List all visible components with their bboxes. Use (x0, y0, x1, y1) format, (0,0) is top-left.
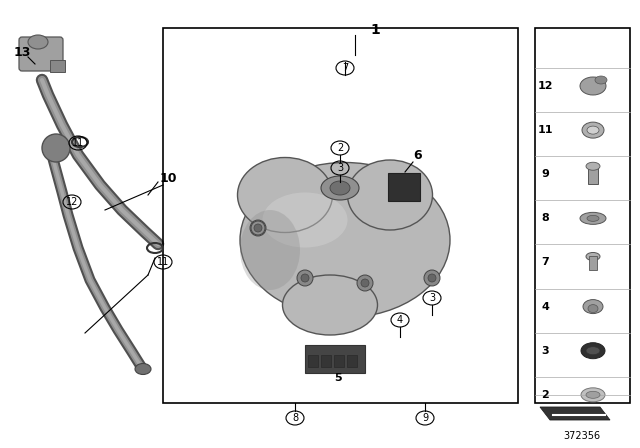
Ellipse shape (330, 181, 350, 195)
Text: 9: 9 (422, 413, 428, 423)
Text: 12: 12 (537, 81, 553, 91)
Ellipse shape (581, 343, 605, 359)
Bar (588, 164, 598, 184)
Bar (50, 60, 65, 72)
Circle shape (361, 279, 369, 287)
Ellipse shape (582, 122, 604, 138)
Circle shape (250, 220, 266, 236)
Bar (388, 173, 420, 201)
Ellipse shape (580, 212, 606, 224)
Ellipse shape (240, 210, 300, 290)
Ellipse shape (587, 215, 599, 221)
Text: 8: 8 (541, 213, 549, 224)
Text: 8: 8 (292, 413, 298, 423)
Ellipse shape (240, 163, 450, 318)
Text: 6: 6 (413, 148, 422, 161)
Ellipse shape (587, 126, 599, 134)
Circle shape (428, 274, 436, 282)
Ellipse shape (580, 77, 606, 95)
Ellipse shape (321, 176, 359, 200)
Ellipse shape (135, 363, 151, 375)
Ellipse shape (581, 388, 605, 402)
Text: 5: 5 (334, 373, 342, 383)
Text: 9: 9 (541, 169, 549, 179)
FancyBboxPatch shape (19, 37, 63, 71)
Circle shape (297, 270, 313, 286)
Text: 2: 2 (541, 390, 549, 400)
Text: 4: 4 (541, 302, 549, 312)
Ellipse shape (588, 305, 598, 313)
Ellipse shape (595, 76, 607, 84)
Circle shape (301, 274, 309, 282)
Polygon shape (540, 407, 610, 420)
Text: 3: 3 (429, 293, 435, 303)
Text: 10: 10 (159, 172, 177, 185)
Text: 1: 1 (370, 23, 380, 37)
Text: 11: 11 (72, 138, 84, 148)
Bar (305, 345, 365, 373)
Ellipse shape (348, 160, 433, 230)
Bar (535, 28, 630, 403)
Circle shape (254, 224, 262, 232)
Text: 11: 11 (537, 125, 553, 135)
Ellipse shape (583, 300, 603, 314)
Text: 7: 7 (342, 63, 348, 73)
Ellipse shape (586, 253, 600, 260)
Bar (589, 256, 597, 271)
Text: 4: 4 (397, 315, 403, 325)
Bar (308, 355, 318, 367)
Text: 13: 13 (13, 46, 31, 59)
Ellipse shape (237, 158, 333, 233)
Circle shape (424, 270, 440, 286)
Circle shape (357, 275, 373, 291)
Ellipse shape (586, 162, 600, 170)
Ellipse shape (282, 275, 378, 335)
Ellipse shape (586, 391, 600, 398)
Circle shape (251, 221, 265, 235)
Ellipse shape (28, 35, 48, 49)
Bar (334, 355, 344, 367)
Circle shape (42, 134, 70, 162)
Bar (347, 355, 357, 367)
Ellipse shape (586, 347, 600, 355)
Bar (163, 28, 518, 403)
Bar (321, 355, 331, 367)
Text: 372356: 372356 (563, 431, 600, 441)
Text: 3: 3 (337, 163, 343, 173)
Text: 12: 12 (66, 197, 78, 207)
Text: 7: 7 (541, 258, 549, 267)
Text: 11: 11 (157, 257, 169, 267)
Text: 3: 3 (541, 346, 549, 356)
Ellipse shape (262, 193, 348, 247)
Text: 2: 2 (337, 143, 343, 153)
